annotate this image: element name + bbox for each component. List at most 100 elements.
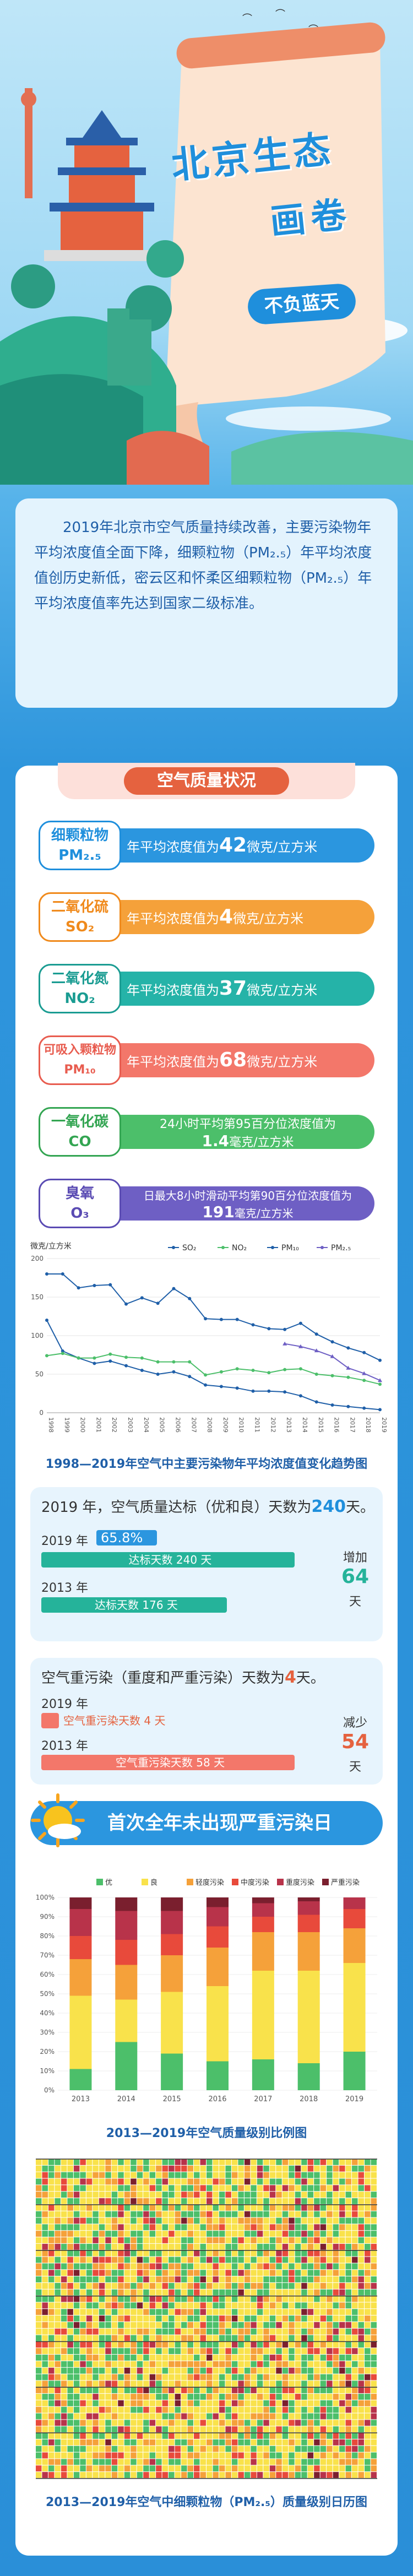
calendar-day xyxy=(181,2302,187,2309)
x-tick-label: 2018 xyxy=(300,2095,318,2103)
calendar-day xyxy=(55,2224,61,2231)
calendar-day xyxy=(124,2420,131,2426)
stacked-bar-segment xyxy=(252,1897,274,1903)
calendar-day xyxy=(352,2217,358,2224)
calendar-day xyxy=(289,2276,295,2282)
x-tick-label: 2018 xyxy=(365,1417,372,1433)
calendar-day xyxy=(365,2355,371,2361)
x-tick-label: 2008 xyxy=(206,1417,213,1433)
calendar-day xyxy=(36,2459,42,2465)
calendar-day xyxy=(55,2406,61,2413)
calendar-day xyxy=(371,2433,377,2439)
calendar-day xyxy=(48,2413,55,2420)
pollutant-tag: 二氧化硫 SO₂ xyxy=(39,892,121,942)
calendar-day xyxy=(314,2231,320,2237)
calendar-day xyxy=(187,2296,194,2302)
calendar-day xyxy=(200,2159,206,2165)
calendar-day xyxy=(257,2367,263,2374)
calendar-day xyxy=(219,2165,225,2172)
calendar-day xyxy=(42,2439,48,2445)
calendar-day xyxy=(371,2243,377,2250)
calendar-day xyxy=(156,2198,162,2204)
calendar-day xyxy=(118,2459,124,2465)
calendar-day xyxy=(333,2355,339,2361)
calendar-day xyxy=(149,2387,156,2394)
calendar-day xyxy=(365,2178,371,2185)
calendar-day xyxy=(86,2159,93,2165)
calendar-day xyxy=(118,2387,124,2394)
calendar-day xyxy=(289,2406,295,2413)
calendar-day xyxy=(48,2420,55,2426)
calendar-day xyxy=(42,2198,48,2204)
calendar-day xyxy=(307,2348,314,2355)
calendar-day xyxy=(61,2426,67,2433)
calendar-day xyxy=(124,2452,131,2459)
calendar-day xyxy=(149,2185,156,2192)
calendar-day xyxy=(282,2309,289,2315)
calendar-day xyxy=(80,2276,86,2282)
calendar-day xyxy=(276,2361,282,2367)
data-point xyxy=(346,1375,350,1379)
calendar-day xyxy=(124,2224,131,2231)
calendar-day xyxy=(149,2257,156,2263)
calendar-day xyxy=(111,2178,118,2185)
calendar-day xyxy=(187,2263,194,2270)
calendar-day xyxy=(36,2159,42,2165)
calendar-day xyxy=(238,2282,244,2289)
calendar-day xyxy=(251,2165,257,2172)
calendar-day xyxy=(55,2413,61,2420)
calendar-day xyxy=(111,2452,118,2459)
calendar-day xyxy=(194,2237,200,2243)
calendar-day xyxy=(358,2465,365,2472)
calendar-day xyxy=(213,2178,219,2185)
calendar-day xyxy=(345,2445,352,2452)
calendar-day xyxy=(55,2355,61,2361)
calendar-day xyxy=(137,2231,143,2237)
calendar-day xyxy=(131,2198,137,2204)
calendar-day xyxy=(339,2204,345,2211)
calendar-day xyxy=(365,2263,371,2270)
calendar-day xyxy=(149,2192,156,2198)
calendar-day xyxy=(320,2204,327,2211)
calendar-day xyxy=(187,2380,194,2387)
calendar-day xyxy=(86,2465,93,2472)
calendar-day xyxy=(93,2348,99,2355)
calendar-day xyxy=(93,2445,99,2452)
calendar-day xyxy=(307,2224,314,2231)
calendar-day xyxy=(327,2276,333,2282)
calendar-day xyxy=(352,2192,358,2198)
calendar-day xyxy=(111,2394,118,2400)
calendar-day xyxy=(365,2237,371,2243)
calendar-day xyxy=(213,2335,219,2341)
calendar-day xyxy=(86,2355,93,2361)
calendar-day xyxy=(111,2426,118,2433)
calendar-day xyxy=(169,2400,175,2406)
stacked-bar-segment xyxy=(115,1999,138,2042)
calendar-day xyxy=(371,2380,377,2387)
calendar-day xyxy=(42,2224,48,2231)
calendar-day xyxy=(263,2178,269,2185)
calendar-day xyxy=(73,2270,80,2276)
calendar-day xyxy=(48,2361,55,2367)
calendar-day xyxy=(194,2231,200,2237)
calendar-day xyxy=(327,2472,333,2478)
calendar-day xyxy=(156,2282,162,2289)
calendar-day xyxy=(276,2445,282,2452)
calendar-day xyxy=(99,2387,105,2394)
calendar-day xyxy=(200,2257,206,2263)
calendar-day xyxy=(187,2243,194,2250)
calendar-day xyxy=(371,2400,377,2406)
calendar-day xyxy=(143,2335,149,2341)
calendar-day xyxy=(61,2165,67,2172)
calendar-day xyxy=(61,2224,67,2231)
calendar-day xyxy=(99,2394,105,2400)
calendar-day xyxy=(200,2348,206,2355)
calendar-day xyxy=(156,2270,162,2276)
calendar-day xyxy=(282,2420,289,2426)
pollutant-code: PM₁₀ xyxy=(64,1063,96,1077)
y-tick-label: 0% xyxy=(44,2086,55,2094)
calendar-day xyxy=(219,2406,225,2413)
calendar-day xyxy=(269,2257,276,2263)
calendar-day xyxy=(149,2361,156,2367)
calendar-day xyxy=(238,2433,244,2439)
